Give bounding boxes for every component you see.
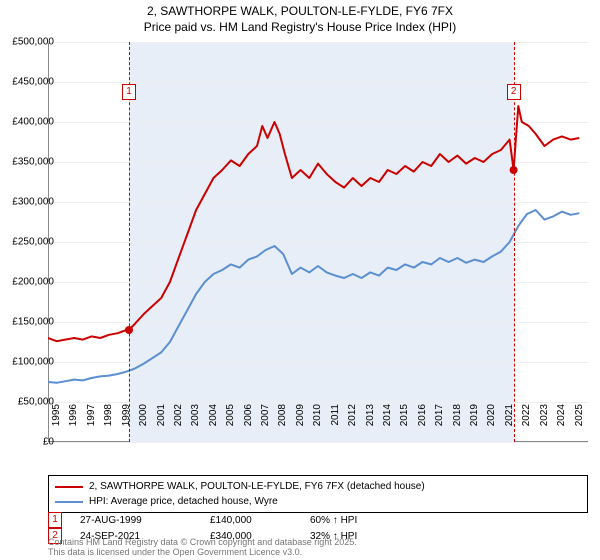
y-axis-label: £400,000 <box>12 117 54 128</box>
title-line2: Price paid vs. HM Land Registry's House … <box>0 20 600 36</box>
x-axis-label: 2016 <box>417 404 428 426</box>
series-line-hpi <box>48 210 579 383</box>
x-axis-label: 1999 <box>121 404 132 426</box>
legend-swatch-price-paid <box>55 486 83 488</box>
y-axis-label: £500,000 <box>12 37 54 48</box>
chart-title: 2, SAWTHORPE WALK, POULTON-LE-FYLDE, FY6… <box>0 0 600 35</box>
x-axis-label: 2014 <box>382 404 393 426</box>
gridline <box>48 442 588 443</box>
x-axis-label: 2025 <box>574 404 585 426</box>
x-axis-label: 2011 <box>330 404 341 426</box>
sales-row-price: £140,000 <box>210 515 310 526</box>
y-axis-label: £150,000 <box>12 317 54 328</box>
footer-attribution: Contains HM Land Registry data © Crown c… <box>48 538 357 558</box>
legend-label-price-paid: 2, SAWTHORPE WALK, POULTON-LE-FYLDE, FY6… <box>89 479 425 494</box>
footer-line2: This data is licensed under the Open Gov… <box>48 548 357 558</box>
x-axis-label: 2001 <box>156 404 167 426</box>
x-axis-label: 2004 <box>208 404 219 426</box>
legend-item-hpi: HPI: Average price, detached house, Wyre <box>55 494 581 509</box>
sales-row-index: 1 <box>48 512 62 528</box>
legend-box: 2, SAWTHORPE WALK, POULTON-LE-FYLDE, FY6… <box>48 475 588 513</box>
x-axis-label: 1995 <box>51 404 62 426</box>
x-axis-label: 2012 <box>347 404 358 426</box>
x-axis-label: 2005 <box>225 404 236 426</box>
sales-row-vs-hpi: 60% ↑ HPI <box>310 515 410 526</box>
x-axis-label: 2024 <box>556 404 567 426</box>
y-axis-label: £200,000 <box>12 277 54 288</box>
x-axis-label: 2002 <box>173 404 184 426</box>
sales-row-date: 27-AUG-1999 <box>80 515 210 526</box>
y-axis-label: £50,000 <box>18 397 54 408</box>
x-axis-label: 2021 <box>504 404 515 426</box>
sales-table-row: 1 27-AUG-1999£140,00060% ↑ HPI <box>48 512 588 528</box>
y-axis-label: £100,000 <box>12 357 54 368</box>
x-axis-label: 2022 <box>521 404 532 426</box>
sale-marker-label: 2 <box>507 84 521 100</box>
x-axis-label: 1998 <box>103 404 114 426</box>
sale-marker-label: 1 <box>122 84 136 100</box>
title-line1: 2, SAWTHORPE WALK, POULTON-LE-FYLDE, FY6… <box>0 4 600 20</box>
x-axis-label: 2008 <box>277 404 288 426</box>
legend-item-price-paid: 2, SAWTHORPE WALK, POULTON-LE-FYLDE, FY6… <box>55 479 581 494</box>
x-axis-label: 2020 <box>486 404 497 426</box>
x-axis-label: 2003 <box>190 404 201 426</box>
x-axis-label: 1997 <box>86 404 97 426</box>
legend-swatch-hpi <box>55 501 83 503</box>
x-axis-label: 2009 <box>295 404 306 426</box>
y-axis-label: £300,000 <box>12 197 54 208</box>
sale-marker-line <box>129 42 130 442</box>
x-axis-label: 2000 <box>138 404 149 426</box>
y-axis-label: £250,000 <box>12 237 54 248</box>
chart-plot-area: 12 <box>48 42 588 442</box>
x-axis-label: 2015 <box>399 404 410 426</box>
y-axis-label: £350,000 <box>12 157 54 168</box>
y-axis-label: £0 <box>43 437 54 448</box>
sale-marker-line <box>514 42 515 442</box>
x-axis-label: 2006 <box>243 404 254 426</box>
legend-label-hpi: HPI: Average price, detached house, Wyre <box>89 494 278 509</box>
series-line-price_paid <box>48 106 579 341</box>
x-axis-label: 2007 <box>260 404 271 426</box>
y-axis-label: £450,000 <box>12 77 54 88</box>
x-axis-label: 2018 <box>452 404 463 426</box>
x-axis-label: 2013 <box>365 404 376 426</box>
x-axis-label: 2023 <box>539 404 550 426</box>
x-axis-label: 2019 <box>469 404 480 426</box>
x-axis-label: 2010 <box>312 404 323 426</box>
x-axis-label: 1996 <box>68 404 79 426</box>
x-axis-label: 2017 <box>434 404 445 426</box>
